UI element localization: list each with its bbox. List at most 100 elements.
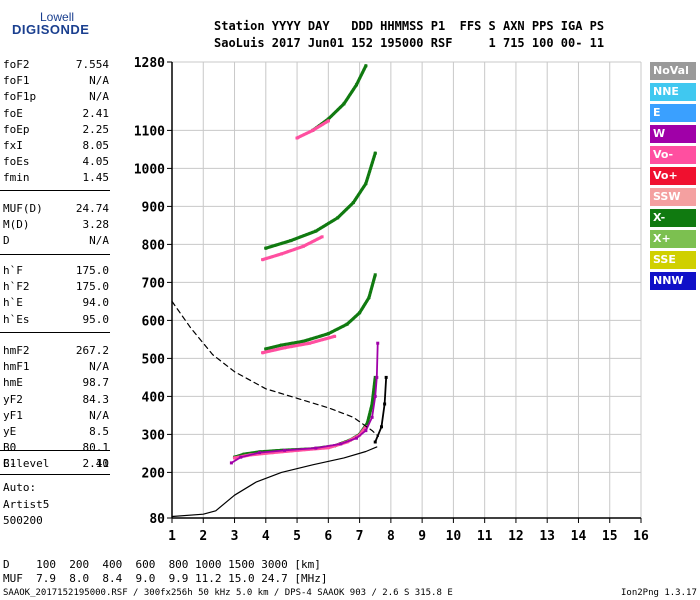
param-name: B1 bbox=[3, 457, 17, 471]
param-name: M(D) bbox=[3, 218, 30, 232]
data-point bbox=[376, 341, 380, 345]
muf-distance-row: D 100 200 400 600 800 1000 1500 3000 [km… bbox=[3, 558, 321, 571]
data-point bbox=[326, 332, 330, 336]
param-row: yE 8.5 bbox=[3, 423, 109, 441]
param-row: foF1 N/A bbox=[3, 72, 109, 90]
param-row: h`Es 95.0 bbox=[3, 311, 109, 329]
param-name: C-level bbox=[3, 457, 50, 470]
data-point bbox=[339, 442, 343, 446]
param-name: MUF(D) bbox=[3, 202, 43, 215]
x-tick-label: 11 bbox=[477, 529, 493, 544]
param-value: 267.2 bbox=[75, 344, 109, 357]
legend-item-x: X+ bbox=[650, 230, 696, 248]
param-row: D N/A bbox=[3, 232, 109, 250]
data-point bbox=[333, 334, 337, 338]
data-point bbox=[279, 252, 283, 256]
param-name: foEp bbox=[3, 122, 30, 136]
data-point bbox=[384, 375, 388, 379]
param-separator bbox=[0, 474, 110, 475]
data-point bbox=[283, 346, 287, 350]
data-point bbox=[336, 216, 340, 220]
param-name: yE bbox=[3, 425, 17, 438]
y-tick-label: 600 bbox=[142, 314, 166, 329]
param-value: 95.0 bbox=[82, 312, 110, 326]
ionogram-chart: 1 2 3 4 5 6 7 8 9 10 11 12 13 14 15 1680200300400500600… bbox=[134, 56, 649, 544]
x-tick-label: 10 bbox=[446, 529, 462, 544]
param-row: foF1p N/A bbox=[3, 88, 109, 106]
series-true-height-profile bbox=[171, 446, 378, 518]
param-name: h`F2 bbox=[3, 280, 30, 294]
param-value: N/A bbox=[89, 408, 109, 422]
series-autoscaled-x-trace bbox=[374, 376, 388, 443]
x-tick-label: 2 bbox=[199, 529, 207, 544]
data-point bbox=[326, 119, 330, 123]
data-point bbox=[370, 415, 374, 419]
legend-item-nne: NNE bbox=[650, 83, 696, 101]
x-tick-label: 9 bbox=[418, 529, 426, 544]
muf-value-row: MUF 7.9 8.0 8.4 9.0 9.9 11.2 15.0 24.7 [… bbox=[3, 572, 328, 585]
auto-label: Auto: bbox=[3, 481, 37, 494]
x-tick-label: 7 bbox=[356, 529, 364, 544]
data-point bbox=[239, 455, 243, 459]
data-point bbox=[295, 136, 299, 140]
param-value: N/A bbox=[89, 234, 109, 248]
param-name: foF1p bbox=[3, 90, 37, 104]
data-point bbox=[229, 461, 233, 465]
param-name: h`Es bbox=[3, 312, 30, 326]
param-value: 98.7 bbox=[82, 376, 110, 390]
data-point bbox=[270, 451, 274, 455]
legend-item-noval: NoVal bbox=[650, 62, 696, 80]
param-value: 4.05 bbox=[82, 155, 110, 169]
legend-item-vo: Vo- bbox=[650, 146, 696, 164]
param-row: hmE 98.7 bbox=[3, 374, 109, 392]
param-name: D bbox=[3, 234, 10, 248]
param-value: 2.25 bbox=[82, 122, 110, 136]
data-point bbox=[301, 244, 305, 248]
param-value: 175.0 bbox=[75, 280, 109, 294]
param-row: B1 2.40 bbox=[3, 455, 109, 473]
series-4th-hop-x bbox=[311, 64, 368, 132]
param-name: yF1 bbox=[3, 408, 23, 422]
header-line-1: Station YYYY DAY DDD HHMMSS P1 FFS S AXN… bbox=[214, 19, 605, 33]
x-tick-label: 16 bbox=[633, 529, 649, 544]
auto-program: Artist5 bbox=[3, 498, 50, 511]
x-tick-label: 3 bbox=[231, 529, 239, 544]
y-tick-label: 500 bbox=[142, 352, 166, 367]
chart-grid bbox=[171, 61, 642, 519]
param-row: yF1 N/A bbox=[3, 407, 109, 425]
param-name: foF2 bbox=[3, 58, 30, 71]
data-point bbox=[261, 258, 265, 262]
chart-ticks: 1 2 3 4 5 6 7 8 9 10 11 12 13 14 15 1680200300400500600… bbox=[134, 56, 649, 544]
data-point bbox=[258, 451, 262, 455]
x-tick-label: 1 bbox=[168, 529, 176, 544]
data-point bbox=[373, 394, 377, 398]
y-tick-label: 900 bbox=[142, 200, 166, 215]
data-point bbox=[326, 117, 330, 121]
x-tick-label: 13 bbox=[539, 529, 555, 544]
series-model-profile-dashed bbox=[171, 300, 379, 437]
param-separator bbox=[0, 450, 110, 451]
series-autoscaled-o-trace bbox=[230, 342, 379, 464]
data-point bbox=[264, 347, 268, 351]
series-2nd-hop-x bbox=[264, 273, 377, 351]
param-value: 3.28 bbox=[82, 218, 110, 232]
data-point bbox=[314, 229, 318, 233]
param-row: h`F 175.0 bbox=[3, 262, 109, 280]
y-tick-label: 700 bbox=[142, 276, 166, 291]
param-separator bbox=[0, 332, 110, 333]
series-f2-trace-x bbox=[232, 375, 377, 459]
param-separator bbox=[0, 190, 110, 191]
legend-item-e: E bbox=[650, 104, 696, 122]
data-point bbox=[308, 341, 312, 345]
x-tick-label: 5 bbox=[293, 529, 301, 544]
param-name: foEs bbox=[3, 155, 30, 169]
param-name: h`F bbox=[3, 264, 23, 277]
auto-version: 500200 bbox=[3, 514, 43, 527]
data-point bbox=[364, 182, 368, 186]
param-name: hmE bbox=[3, 376, 23, 390]
param-name: h`E bbox=[3, 296, 23, 310]
logo-digisonde: DIGISONDE bbox=[12, 22, 90, 37]
data-point bbox=[373, 151, 377, 155]
x-tick-label: 14 bbox=[571, 529, 587, 544]
param-name: hmF2 bbox=[3, 344, 30, 357]
